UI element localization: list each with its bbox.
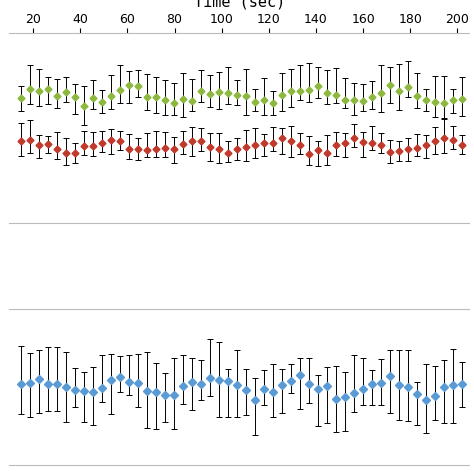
- X-axis label: Time (sec): Time (sec): [194, 0, 285, 10]
